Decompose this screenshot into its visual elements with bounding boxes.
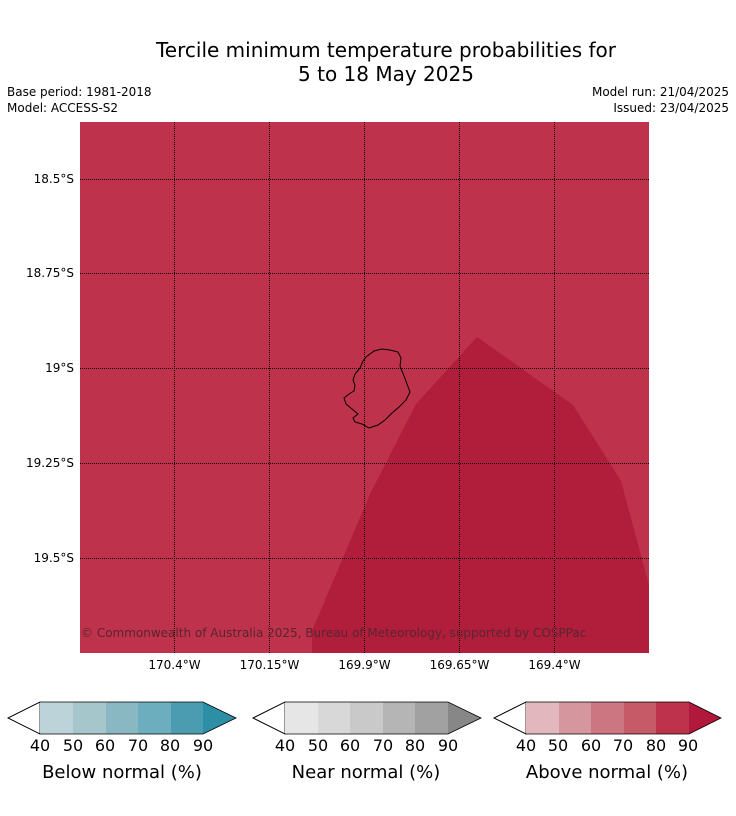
lat-label: 19.25°S: [26, 456, 74, 470]
cb-above-outline: [493, 701, 722, 735]
meta-left: Base period: 1981-2018 Model: ACCESS-S2: [7, 84, 152, 116]
cb-below-tick: 70: [128, 736, 148, 755]
colorbar-near: 40 50 60 70 80 90 Near normal (%): [252, 701, 482, 783]
model-run: Model run: 21/04/2025: [591, 85, 729, 99]
cb-below-tick: 60: [95, 736, 115, 755]
cb-above-min-extend: [493, 701, 527, 735]
title-line-1: Tercile minimum temperature probabilitie…: [155, 38, 617, 62]
cb-below-outline: [7, 701, 237, 735]
lon-label: 169.65°W: [430, 658, 490, 672]
map-panel: © Commonwealth of Australia 2025, Bureau…: [80, 122, 649, 653]
cb-near-tick: 40: [275, 736, 295, 755]
cb-above-tick: 40: [516, 736, 536, 755]
cb-near-min-extend: [252, 701, 286, 735]
lon-label: 170.15°W: [240, 658, 300, 672]
cb-near-tick: 80: [405, 736, 425, 755]
cb-below-label: Below normal (%): [42, 762, 202, 783]
cb-above-swatch: [559, 702, 591, 734]
cb-below-swatch: [138, 702, 171, 734]
colorbar-below: 40 50 60 70 80 90 Below normal (%): [7, 701, 237, 783]
island-outline: [343, 348, 411, 429]
lat-label: 18.5°S: [34, 172, 74, 186]
cb-above-max-extend: [689, 702, 721, 734]
lon-label: 169.4°W: [528, 658, 580, 672]
lat-label: 18.75°S: [26, 266, 74, 280]
cb-above-label: Above normal (%): [526, 762, 688, 783]
cb-above-swatch: [656, 702, 689, 734]
cb-above-tick: 80: [646, 736, 666, 755]
cb-below-tick: 50: [63, 736, 83, 755]
base-period: Base period: 1981-2018: [7, 85, 152, 99]
cb-near-tick: 70: [373, 736, 393, 755]
lat-label: 19.5°S: [34, 551, 74, 565]
cb-below-swatch: [40, 702, 73, 734]
cb-near-max-extend: [448, 702, 481, 734]
lon-label: 170.4°W: [148, 658, 200, 672]
cb-near-swatch: [285, 702, 318, 734]
grid-lines: [80, 122, 649, 653]
cb-below-tick: 80: [160, 736, 180, 755]
cb-above-swatch: [624, 702, 656, 734]
cb-above-tick: 50: [548, 736, 568, 755]
cb-above-tick: 90: [678, 736, 698, 755]
cb-near-tick: 50: [308, 736, 328, 755]
cb-below-swatch: [73, 702, 106, 734]
meta-right: Model run: 21/04/2025 Issued: 23/04/2025: [592, 84, 729, 116]
cb-below-tick: 90: [193, 736, 213, 755]
cb-above-swatch: [591, 702, 624, 734]
cb-near-swatch: [350, 702, 383, 734]
lon-label: 169.9°W: [338, 658, 390, 672]
cb-below-swatch: [171, 702, 203, 734]
cb-below-swatch: [106, 702, 138, 734]
cb-above-tick: 70: [613, 736, 633, 755]
cb-near-swatch: [383, 702, 415, 734]
chart-title: Tercile minimum temperature probabilitie…: [0, 38, 736, 86]
region-above-90: [312, 337, 649, 653]
model-name: Model: ACCESS-S2: [7, 101, 119, 115]
copyright-text: © Commonwealth of Australia 2025, Bureau…: [81, 626, 586, 640]
cb-near-tick: 90: [438, 736, 458, 755]
issued-date: Issued: 23/04/2025: [613, 101, 729, 115]
cb-near-tick: 60: [340, 736, 360, 755]
cb-below-min-extend: [7, 701, 41, 735]
lon-labels: 170.4°W 170.15°W 169.9°W 169.65°W 169.4°…: [148, 658, 580, 672]
cb-near-label: Near normal (%): [292, 762, 441, 783]
cb-near-swatch: [415, 702, 448, 734]
cb-near-swatch: [318, 702, 350, 734]
cb-above-tick: 60: [581, 736, 601, 755]
cb-below-max-extend: [203, 702, 236, 734]
title-line-2: 5 to 18 May 2025: [298, 62, 474, 86]
cb-near-outline: [252, 701, 482, 735]
colorbar-above: 40 50 60 70 80 90 Above normal (%): [493, 701, 722, 783]
lat-labels: 18.5°S 18.75°S 19°S 19.25°S 19.5°S: [26, 172, 74, 565]
cb-below-tick: 40: [30, 736, 50, 755]
lat-label: 19°S: [45, 361, 74, 375]
cb-above-swatch: [526, 702, 559, 734]
